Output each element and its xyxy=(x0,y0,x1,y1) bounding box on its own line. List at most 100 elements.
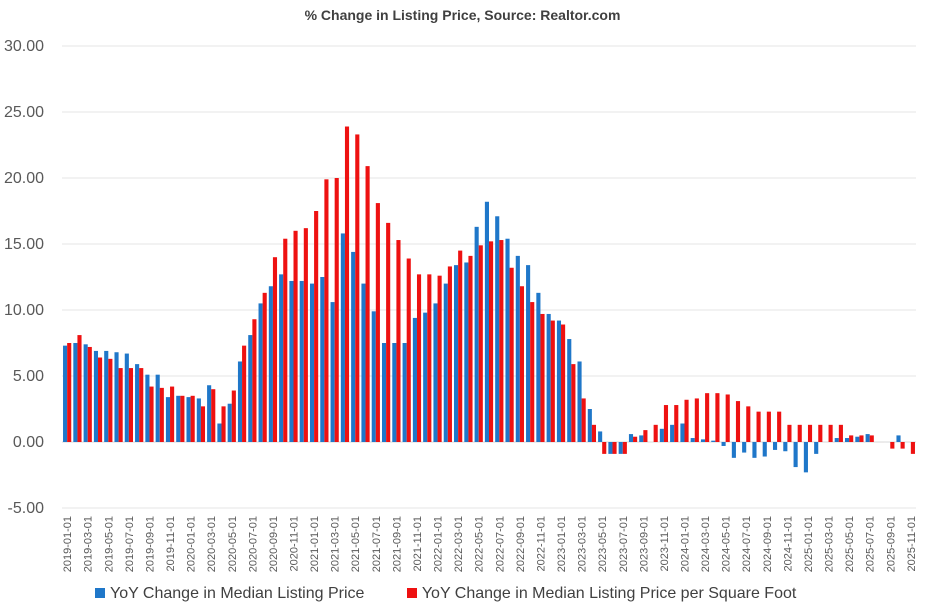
bar-series-0 xyxy=(155,374,160,442)
bar-series-0 xyxy=(546,313,551,442)
bar-series-0 xyxy=(392,343,397,442)
bar-series-0 xyxy=(227,403,232,442)
bar-series-0 xyxy=(762,442,767,457)
y-tick-label: -5.00 xyxy=(8,500,45,517)
bar-series-1 xyxy=(252,319,257,442)
x-tick-label: 2020-09-01 xyxy=(268,516,280,572)
y-tick-label: 30.00 xyxy=(4,38,44,55)
x-tick-label: 2023-05-01 xyxy=(597,516,609,572)
bar-series-0 xyxy=(176,395,181,442)
x-tick-label: 2024-03-01 xyxy=(700,516,712,572)
bar-series-0 xyxy=(330,302,335,442)
bar-series-0 xyxy=(567,339,572,442)
bar-series-1 xyxy=(807,424,813,442)
bar-series-0 xyxy=(423,312,428,442)
x-tick-label: 2023-09-01 xyxy=(638,516,650,572)
x-tick-label: 2024-09-01 xyxy=(762,516,774,572)
legend-item-price-per-sqft: YoY Change in Median Listing Price per S… xyxy=(406,585,797,603)
bar-series-1 xyxy=(746,406,751,442)
bar-series-0 xyxy=(309,283,315,442)
bar-series-1 xyxy=(98,357,103,442)
bar-series-0 xyxy=(855,436,860,442)
bar-series-1 xyxy=(170,386,175,442)
bar-series-0 xyxy=(556,320,562,442)
bars xyxy=(63,126,915,473)
x-tick-label: 2022-07-01 xyxy=(494,516,506,572)
bar-series-0 xyxy=(793,442,798,468)
y-axis: -5.00 0.00 5.00 10.00 15.00 20.00 25.00 30.00 xyxy=(4,38,44,517)
bar-series-1 xyxy=(77,335,82,442)
bar-series-1 xyxy=(550,320,555,442)
x-tick-label: 2025-11-01 xyxy=(906,516,918,571)
bar-series-0 xyxy=(351,251,356,442)
x-tick-label: 2020-05-01 xyxy=(227,516,239,572)
bar-series-0 xyxy=(474,226,479,442)
bar-series-1 xyxy=(705,393,710,442)
bar-series-1 xyxy=(344,126,350,443)
bar-series-1 xyxy=(633,436,638,442)
bar-series-1 xyxy=(818,424,823,442)
bar-series-0 xyxy=(505,238,510,442)
bar-series-1 xyxy=(458,250,463,442)
bar-series-0 xyxy=(608,442,613,454)
bar-series-0 xyxy=(93,350,99,442)
bar-series-0 xyxy=(258,303,263,442)
bar-series-1 xyxy=(416,274,422,442)
x-tick-label: 2021-01-01 xyxy=(309,516,321,572)
bar-series-1 xyxy=(190,395,195,442)
legend-swatch-listing-price xyxy=(95,588,105,598)
bar-series-1 xyxy=(108,358,113,442)
legend-label-price-per-sqft: YoY Change in Median Listing Price per S… xyxy=(421,585,797,602)
bar-series-0 xyxy=(371,311,376,442)
x-tick-label: 2023-11-01 xyxy=(659,516,671,571)
bar-series-0 xyxy=(299,280,304,442)
bar-series-1 xyxy=(766,411,771,442)
x-tick-label: 2024-07-01 xyxy=(741,516,753,572)
bar-series-0 xyxy=(135,364,140,442)
bar-series-1 xyxy=(735,401,741,442)
bar-series-0 xyxy=(845,438,850,442)
bar-series-1 xyxy=(231,390,236,442)
bar-series-0 xyxy=(165,397,171,442)
bar-series-1 xyxy=(643,430,648,442)
bar-series-1 xyxy=(869,435,874,442)
bar-series-0 xyxy=(742,442,747,453)
bar-series-0 xyxy=(217,423,222,442)
y-tick-label: 0.00 xyxy=(13,434,44,451)
legend: YoY Change in Median Listing Price YoY C… xyxy=(95,585,834,603)
bar-series-0 xyxy=(515,255,520,442)
bar-series-1 xyxy=(427,274,432,442)
bar-series-0 xyxy=(320,277,325,442)
bar-series-1 xyxy=(715,393,720,442)
x-axis: 2019-01-01 2019-03-01 2019-05-01 2019-07-01… xyxy=(62,516,918,572)
bar-series-0 xyxy=(783,442,788,452)
bar-series-0 xyxy=(104,350,109,442)
chart-title: % Change in Listing Price, Source: Realt… xyxy=(304,7,621,23)
legend-item-listing-price: YoY Change in Median Listing Price xyxy=(95,585,364,603)
bar-series-0 xyxy=(279,274,284,442)
bar-series-1 xyxy=(272,257,278,442)
x-tick-label: 2024-11-01 xyxy=(782,516,794,571)
bar-series-1 xyxy=(756,411,761,442)
x-tick-label: 2020-03-01 xyxy=(206,516,218,572)
bar-series-0 xyxy=(700,439,706,442)
bar-series-1 xyxy=(653,424,658,442)
bar-series-1 xyxy=(509,267,514,442)
bar-series-1 xyxy=(67,343,72,442)
x-tick-label: 2021-11-01 xyxy=(412,516,424,571)
bar-series-1 xyxy=(777,411,782,442)
bar-series-1 xyxy=(581,398,586,442)
x-tick-label: 2021-05-01 xyxy=(350,516,362,572)
x-tick-label: 2022-03-01 xyxy=(453,516,465,572)
bar-series-1 xyxy=(139,368,144,442)
bar-series-0 xyxy=(587,409,592,442)
bar-series-0 xyxy=(83,344,88,442)
bar-series-0 xyxy=(402,343,407,442)
bar-series-0 xyxy=(803,442,808,473)
bar-series-1 xyxy=(324,179,329,442)
bar-series-1 xyxy=(355,134,360,442)
bar-series-1 xyxy=(797,424,802,442)
bar-series-0 xyxy=(731,442,736,458)
bar-series-0 xyxy=(536,292,541,442)
bar-series-0 xyxy=(865,434,870,442)
